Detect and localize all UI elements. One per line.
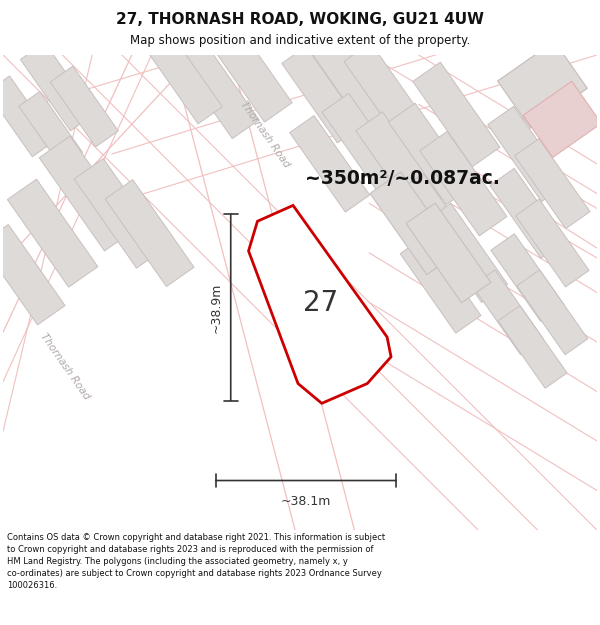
Text: ~38.9m: ~38.9m [210, 282, 223, 332]
Polygon shape [517, 270, 588, 355]
Polygon shape [397, 174, 480, 273]
Polygon shape [173, 35, 259, 139]
Polygon shape [491, 234, 565, 321]
Polygon shape [0, 224, 65, 325]
Text: Contains OS data © Crown copyright and database right 2021. This information is : Contains OS data © Crown copyright and d… [7, 533, 385, 591]
Polygon shape [105, 180, 194, 286]
Polygon shape [19, 91, 82, 167]
Polygon shape [144, 30, 223, 124]
Polygon shape [497, 41, 587, 128]
Polygon shape [400, 236, 481, 333]
Polygon shape [50, 66, 118, 147]
Polygon shape [7, 179, 98, 287]
Polygon shape [523, 81, 600, 158]
Text: 27: 27 [303, 289, 338, 317]
Polygon shape [356, 112, 442, 216]
Text: ~350m²/~0.087ac.: ~350m²/~0.087ac. [305, 169, 500, 188]
Polygon shape [248, 206, 391, 403]
Polygon shape [406, 203, 491, 303]
Polygon shape [308, 30, 391, 129]
Polygon shape [0, 76, 55, 157]
Polygon shape [290, 116, 370, 212]
Polygon shape [420, 131, 507, 236]
Polygon shape [74, 159, 166, 268]
Polygon shape [282, 46, 362, 143]
Polygon shape [344, 42, 430, 146]
Polygon shape [388, 103, 473, 204]
Polygon shape [413, 62, 500, 167]
Polygon shape [472, 270, 543, 355]
Polygon shape [425, 203, 508, 302]
Text: ~38.1m: ~38.1m [281, 496, 331, 508]
Polygon shape [370, 172, 458, 274]
Polygon shape [322, 93, 407, 195]
Text: 27, THORNASH ROAD, WOKING, GU21 4UW: 27, THORNASH ROAD, WOKING, GU21 4UW [116, 12, 484, 27]
Polygon shape [515, 199, 589, 287]
Text: Map shows position and indicative extent of the property.: Map shows position and indicative extent… [130, 34, 470, 47]
Polygon shape [20, 42, 95, 131]
Polygon shape [205, 18, 292, 122]
Polygon shape [490, 168, 565, 258]
Text: Thornash Road: Thornash Road [38, 332, 91, 402]
Polygon shape [498, 306, 567, 388]
Text: Thornash Road: Thornash Road [239, 99, 292, 169]
Polygon shape [308, 321, 371, 387]
Polygon shape [39, 136, 135, 251]
Polygon shape [488, 106, 568, 201]
Polygon shape [515, 139, 590, 229]
